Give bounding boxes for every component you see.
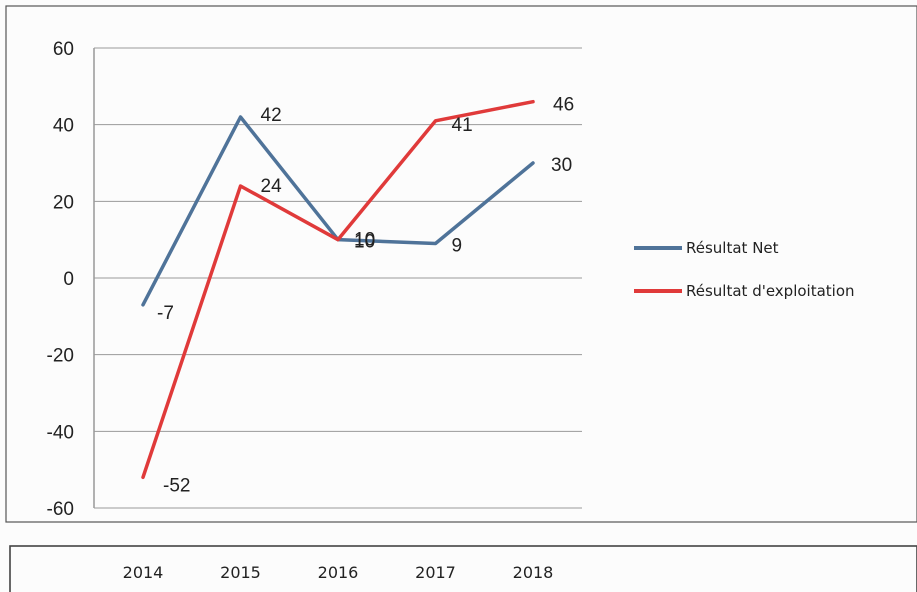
y-tick-label: -60 (47, 499, 74, 520)
x-category-label: 2014 (123, 563, 164, 582)
series-line-1 (141, 115, 535, 307)
data-label: 10 (354, 232, 375, 253)
y-tick-label: 0 (63, 269, 74, 290)
grid-lines (94, 47, 582, 509)
y-tick-label: 60 (53, 39, 74, 60)
legend-label: Résultat Net (686, 239, 779, 257)
data-label: 42 (261, 105, 282, 126)
data-label: -52 (163, 475, 190, 496)
series-line-2 (141, 99, 535, 480)
y-axis-ticks: 60 40 20 0 -20 -40 -60 (47, 39, 74, 520)
data-label: 10 (354, 230, 375, 251)
data-label: 9 (452, 236, 463, 257)
data-label: 30 (551, 155, 572, 176)
y-tick-label: -40 (47, 422, 74, 443)
x-axis-categories: 2014 2015 2016 2017 2018 (123, 563, 554, 582)
y-tick-label: -20 (47, 346, 74, 367)
series-lines (141, 99, 535, 480)
x-category-label: 2018 (513, 563, 554, 582)
x-category-label: 2017 (415, 563, 456, 582)
legend: Résultat Net Résultat d'exploitation (634, 239, 855, 300)
chart-frame (5, 5, 917, 523)
x-category-label: 2015 (220, 563, 261, 582)
data-label: 41 (452, 115, 473, 136)
x-category-label: 2016 (318, 563, 359, 582)
y-tick-label: 40 (53, 116, 74, 137)
data-label: 46 (553, 95, 574, 116)
category-box (9, 545, 917, 592)
data-label: 24 (261, 176, 283, 197)
data-label: -7 (157, 303, 174, 324)
legend-label: Résultat d'exploitation (686, 282, 855, 300)
y-tick-label: 20 (53, 192, 74, 213)
